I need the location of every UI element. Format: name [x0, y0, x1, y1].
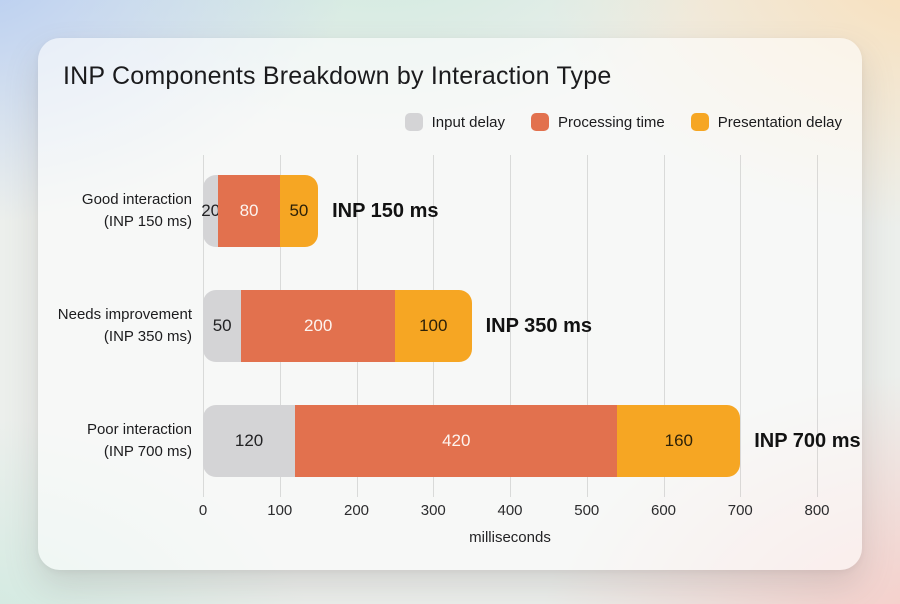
bar-segment-processing-time: 420: [295, 405, 618, 477]
legend-swatch-input-delay-icon: [404, 113, 423, 131]
x-tick-label: 400: [497, 502, 523, 519]
category-label-line: Good interaction: [81, 191, 192, 208]
bar-segment-processing-time: 200: [241, 290, 395, 362]
bar-total-label: INP 700 ms: [754, 429, 861, 452]
bar-segment-presentation-delay: 50: [279, 175, 319, 247]
bar-segment-processing-time: 80: [218, 175, 280, 247]
bar-segment-presentation-delay: 160: [617, 405, 741, 477]
x-tick-label: 0: [198, 502, 208, 519]
legend: Input delay Processing time Presentation…: [404, 113, 842, 131]
x-axis-label: milliseconds: [469, 529, 551, 546]
segment-value: 50: [212, 316, 232, 335]
bar-row: 50 200 100: [203, 290, 472, 362]
bar-row: 20 80 50: [201, 175, 319, 247]
bar-segment-input-delay: 120: [203, 405, 296, 477]
x-tick-label: 800: [804, 502, 830, 519]
legend-label: Input delay: [431, 113, 506, 131]
category-label: Needs improvement (INP 350 ms): [32, 290, 192, 362]
x-tick-label: 500: [574, 502, 600, 519]
segment-value: 100: [419, 316, 448, 335]
category-label: Good interaction (INP 150 ms): [32, 175, 192, 247]
x-tick-label: 200: [343, 502, 370, 519]
legend-swatch-processing-time-icon: [531, 113, 550, 131]
plot-area: milliseconds 0 100 200 300 400 500 600 700 800 Go…: [38, 38, 862, 570]
bar-segment-presentation-delay: 100: [394, 290, 472, 362]
chart-card: INP Components Breakdown by Interaction …: [38, 38, 862, 570]
bar-segment-input-delay: 20: [201, 175, 221, 247]
gridline: [663, 155, 665, 497]
segment-value: 80: [239, 201, 259, 220]
segment-value: 50: [289, 201, 309, 220]
gridline: [586, 155, 588, 497]
bar-row: 120 420 160: [203, 405, 741, 477]
legend-item-input-delay[interactable]: Input delay: [404, 113, 506, 131]
segment-value: 120: [234, 431, 264, 450]
x-tick-label: 300: [420, 502, 446, 519]
bar-total-label: INP 350 ms: [485, 314, 592, 337]
legend-label: Presentation delay: [717, 113, 842, 131]
x-tick-label: 700: [727, 502, 753, 519]
legend-item-processing-time[interactable]: Processing time: [531, 113, 665, 131]
legend-item-presentation-delay[interactable]: Presentation delay: [690, 113, 842, 131]
bar-total-label: INP 150 ms: [332, 199, 439, 222]
chart-title: INP Components Breakdown by Interaction …: [63, 62, 612, 90]
category-label-line: (INP 350 ms): [103, 328, 192, 345]
gridline: [510, 155, 511, 497]
segment-value: 420: [442, 431, 471, 450]
category-label-line: (INP 700 ms): [103, 443, 192, 460]
legend-swatch-presentation-delay-icon: [690, 113, 709, 131]
x-tick-label: 600: [650, 502, 677, 519]
gridline: [817, 155, 818, 497]
category-label: Poor interaction (INP 700 ms): [32, 405, 192, 477]
gridline: [740, 155, 742, 497]
x-tick-label: 100: [267, 502, 293, 519]
category-label-line: Needs improvement: [57, 306, 192, 323]
segment-value: 200: [303, 316, 333, 335]
segment-value: 20: [201, 201, 221, 220]
category-label-line: (INP 150 ms): [103, 213, 192, 230]
category-label-line: Poor interaction: [86, 421, 192, 438]
bar-segment-input-delay: 50: [203, 290, 242, 362]
segment-value: 160: [664, 431, 694, 450]
legend-label: Processing time: [558, 113, 665, 131]
